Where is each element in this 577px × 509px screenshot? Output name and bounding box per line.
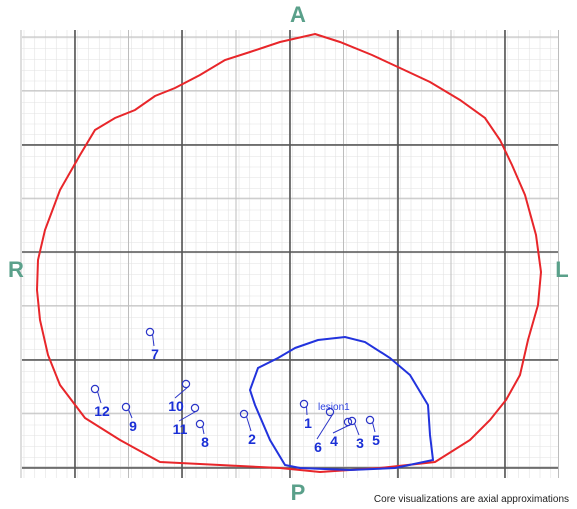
core-circle-icon — [145, 327, 155, 337]
core-needle-line — [354, 423, 360, 436]
right-label: R — [8, 257, 24, 282]
core-circle-icon — [195, 419, 205, 429]
core-label: 4 — [330, 433, 338, 449]
core-needle-line — [97, 391, 102, 404]
footnote: Core visualizations are axial approximat… — [373, 494, 569, 505]
core-needle-line — [174, 386, 189, 399]
core-label: 1 — [304, 415, 312, 431]
core-circle-icon — [325, 407, 335, 417]
core-marker-1: 1 — [299, 399, 312, 431]
core-marker-7: 7 — [145, 327, 159, 362]
core-needle-line — [316, 414, 333, 440]
core-circle-icon — [365, 415, 375, 425]
core-needle-line — [332, 424, 351, 434]
core-needle-line — [246, 416, 252, 432]
core-marker-3: 3 — [347, 416, 364, 451]
core-circle-icon — [347, 416, 357, 426]
core-needle-line — [152, 334, 155, 347]
core-label: 11 — [173, 421, 188, 437]
core-circle-icon — [190, 403, 200, 413]
core-circle-icon — [299, 399, 309, 409]
core-label: 10 — [168, 398, 184, 414]
core-needle-line — [306, 406, 308, 416]
core-circle-icon — [121, 402, 131, 412]
lesion-outline — [248, 335, 435, 472]
core-circle-icon — [239, 409, 249, 419]
core-label: 2 — [248, 431, 256, 447]
core-label: 12 — [94, 403, 110, 419]
core-circle-icon — [90, 384, 100, 394]
core-needle-line — [202, 426, 205, 435]
core-label: 9 — [129, 418, 137, 434]
core-label: 8 — [201, 434, 209, 450]
core-label: 7 — [151, 346, 159, 362]
core-label: 6 — [314, 439, 322, 455]
core-marker-11: 11 — [173, 403, 200, 437]
core-needle-line — [178, 410, 198, 422]
core-marker-8: 8 — [195, 419, 209, 450]
core-marker-2: 2 — [239, 409, 256, 447]
core-circle-icon — [181, 379, 191, 389]
core-marker-10: 10 — [168, 379, 191, 414]
prostate-outline — [35, 32, 543, 474]
posterior-label: P — [291, 480, 306, 505]
core-marker-6: 6 — [314, 407, 335, 455]
core-needle-line — [372, 422, 376, 433]
lesion-label: lesion1 — [318, 402, 350, 413]
core-label: 3 — [356, 435, 364, 451]
anterior-label: A — [290, 2, 306, 27]
left-label: L — [555, 257, 568, 282]
core-label: 5 — [372, 432, 380, 448]
core-needle-line — [128, 409, 133, 419]
core-marker-5: 5 — [365, 415, 380, 448]
core-marker-9: 9 — [121, 402, 137, 434]
core-marker-4: 4 — [330, 417, 353, 449]
core-marker-12: 12 — [90, 384, 110, 419]
